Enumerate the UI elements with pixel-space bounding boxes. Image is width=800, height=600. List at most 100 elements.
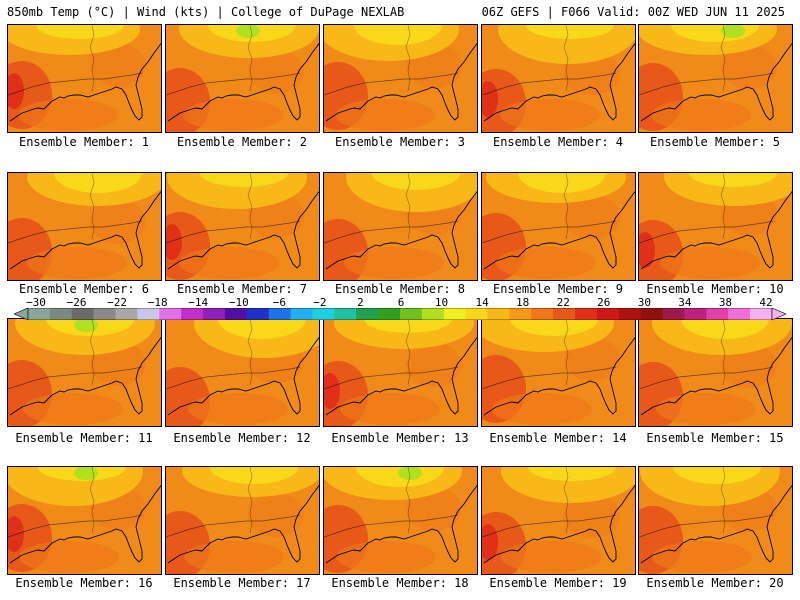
temperature-field: [166, 467, 319, 574]
colorbar-swatch: [49, 308, 73, 320]
ensemble-member-map: [638, 172, 793, 281]
temperature-field: [324, 25, 477, 132]
colorbar-swatch: [93, 308, 117, 320]
colorbar-swatch: [115, 308, 138, 320]
colorbar-tick-label: 18: [516, 296, 530, 309]
colorbar-tick-label: −10: [228, 296, 249, 309]
colorbar-swatch: [378, 308, 401, 320]
temperature-field: [166, 25, 319, 132]
colorbar-swatch: [618, 308, 642, 320]
colorbar-tick-label: −2: [313, 296, 327, 309]
temperature-field: [166, 173, 319, 280]
ensemble-member-map: [323, 24, 478, 133]
colorbar-swatch: [684, 308, 707, 320]
colorbar-tick-label: 26: [597, 296, 611, 309]
colorbar-swatch: [290, 308, 313, 320]
ensemble-member-map: [165, 172, 320, 281]
colorbar-tick-label: −18: [147, 296, 168, 309]
ensemble-member-label: Ensemble Member: 12: [173, 431, 311, 445]
colorbar-tick-label: 34: [678, 296, 692, 309]
colorbar-swatch: [203, 308, 226, 320]
colorbar-tick-label: −14: [188, 296, 209, 309]
temperature-field: [482, 173, 635, 280]
colorbar-swatch: [400, 308, 423, 320]
temperature-field: [639, 173, 792, 280]
temperature-field: [482, 25, 635, 132]
ensemble-member-map: [638, 466, 793, 575]
colorbar-swatch: [553, 308, 576, 320]
temperature-field: [8, 173, 161, 280]
temperature-field: [324, 173, 477, 280]
ensemble-member-map: [7, 24, 162, 133]
colorbar-swatches: [14, 308, 786, 320]
colorbar-swatch: [662, 308, 685, 320]
ensemble-member-label: Ensemble Member: 13: [331, 431, 469, 445]
ensemble-member-map: [323, 172, 478, 281]
ensemble-member-map: [7, 318, 162, 427]
ensemble-member-map: [165, 466, 320, 575]
colorbar-swatch: [268, 308, 292, 320]
temperature-field: [639, 467, 792, 574]
ensemble-member-map: [481, 466, 636, 575]
ensemble-member-label: Ensemble Member: 17: [173, 576, 311, 590]
colorbar-swatch: [312, 308, 335, 320]
ensemble-member-label: Ensemble Member: 15: [646, 431, 784, 445]
colorbar-swatch: [465, 308, 489, 320]
colorbar-tick-label: 22: [556, 296, 570, 309]
ensemble-member-label: Ensemble Member: 18: [331, 576, 469, 590]
colorbar-swatch: [181, 308, 204, 320]
ensemble-member-label: Ensemble Member: 2: [176, 135, 308, 149]
colorbar-tick-label: 38: [718, 296, 733, 309]
ensemble-member-map: [481, 172, 636, 281]
colorbar-tick-label: 10: [434, 296, 449, 309]
colorbar-tick-label: −22: [107, 296, 128, 309]
colorbar-swatch: [334, 308, 357, 320]
ensemble-member-label: Ensemble Member: 6: [18, 282, 150, 296]
ensemble-member-label: Ensemble Member: 9: [492, 282, 624, 296]
colorbar-swatch: [487, 308, 510, 320]
colorbar-swatch: [71, 308, 95, 320]
colorbar-tick-label: −6: [272, 296, 286, 309]
ensemble-member-label: Ensemble Member: 8: [334, 282, 466, 296]
colorbar-swatch: [356, 308, 379, 320]
ensemble-member-label: Ensemble Member: 16: [15, 576, 153, 590]
ensemble-member-label: Ensemble Member: 20: [646, 576, 784, 590]
colorbar-swatch: [750, 308, 773, 320]
temperature-field: [324, 319, 477, 426]
colorbar-swatch: [443, 308, 467, 320]
colorbar-tick-label: 30: [637, 296, 651, 309]
colorbar-swatch: [509, 308, 532, 320]
ensemble-member-label: Ensemble Member: 3: [334, 135, 466, 149]
colorbar-tick-label: −30: [26, 296, 46, 309]
ensemble-member-map: [7, 172, 162, 281]
colorbar-tick-label: 14: [475, 296, 489, 309]
ensemble-member-label: Ensemble Member: 5: [649, 135, 781, 149]
temperature-field: [639, 25, 792, 132]
colorbar-swatch: [28, 308, 51, 320]
colorbar-swatch: [728, 308, 751, 320]
colorbar-swatch: [596, 308, 620, 320]
ensemble-member-map: [7, 466, 162, 575]
ensemble-member-label: Ensemble Member: 10: [646, 282, 784, 296]
colorbar-swatch: [706, 308, 729, 320]
colorbar-swatch: [575, 308, 598, 320]
temperature-field: [166, 319, 319, 426]
colorbar-tick-label: 6: [397, 296, 405, 309]
colorbar-swatch: [531, 308, 554, 320]
ensemble-member-map: [481, 24, 636, 133]
ensemble-member-label: Ensemble Member: 19: [489, 576, 627, 590]
colorbar-tick-label: 42: [759, 296, 773, 309]
temperature-colorbar: −30 −26 −22 −18 −14 −10 −6 −2 2 6 10 14 18 22 26 30 34 38…: [14, 296, 786, 320]
temperature-field: [482, 467, 635, 574]
ensemble-member-label: Ensemble Member: 14: [489, 431, 627, 445]
ensemble-member-map: [481, 318, 636, 427]
run-valid-time: 06Z GEFS | F066 Valid: 00Z WED JUN 11 20…: [481, 5, 785, 19]
colorbar-swatch: [224, 308, 248, 320]
ensemble-member-label: Ensemble Member: 11: [15, 431, 153, 445]
temperature-field: [8, 319, 161, 426]
ensemble-member-map: [638, 318, 793, 427]
temperature-field: [324, 467, 477, 574]
colorbar-swatch: [246, 308, 270, 320]
chart-title: 850mb Temp (°C) | Wind (kts) | College o…: [7, 5, 405, 19]
ensemble-member-map: [165, 24, 320, 133]
